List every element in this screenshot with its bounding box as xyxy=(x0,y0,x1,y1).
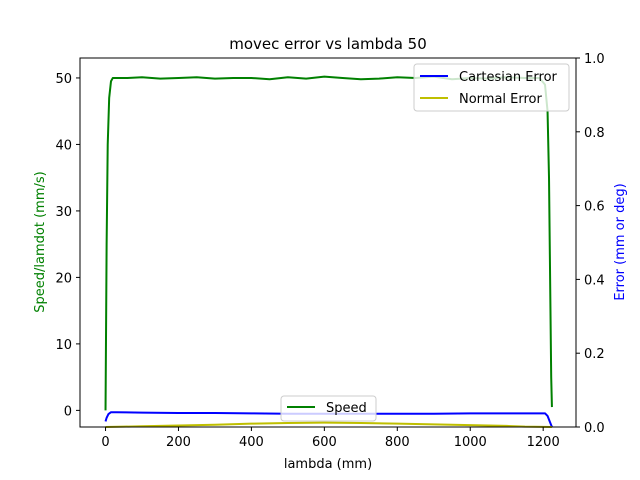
left-y-tick-label: 10 xyxy=(55,338,72,353)
plot-frame xyxy=(79,57,577,428)
x-tick-label: 1000 xyxy=(454,435,487,450)
right-y-tick-label: 0.2 xyxy=(584,347,605,362)
left-y-tick-label: 30 xyxy=(55,205,72,220)
legend-normal-label: Normal Error xyxy=(459,92,543,107)
right-y-tick-label: 1.0 xyxy=(584,52,605,67)
left-y-axis: 0 10 20 30 40 50 xyxy=(55,72,80,419)
speed-series-line xyxy=(104,75,553,411)
legend-cartesian-label: Cartesian Error xyxy=(459,70,558,85)
legend-speed-label: Speed xyxy=(326,401,367,416)
x-axis-label: lambda (mm) xyxy=(284,457,372,472)
right-y-tick-label: 0.6 xyxy=(584,200,605,215)
x-tick-label: 800 xyxy=(385,435,410,450)
right-y-axis: 0.0 0.2 0.4 0.6 0.8 1.0 xyxy=(576,52,605,436)
legend-speed: Speed xyxy=(280,395,377,422)
left-y-axis-label: Speed/lamdot (mm/s) xyxy=(33,171,48,312)
x-tick-label: 0 xyxy=(101,435,109,450)
x-tick-label: 1200 xyxy=(527,435,560,450)
normal-error-series-line xyxy=(105,421,552,428)
legend-speed-box xyxy=(280,395,377,422)
left-y-tick-label: 50 xyxy=(55,72,72,87)
x-tick-label: 200 xyxy=(166,435,191,450)
x-tick-label: 600 xyxy=(312,435,337,450)
legend-error-box xyxy=(413,63,570,112)
legend-error: Cartesian Error Normal Error xyxy=(413,63,570,112)
right-y-tick-label: 0.0 xyxy=(584,421,605,436)
left-y-tick-label: 40 xyxy=(55,138,72,153)
left-y-tick-label: 0 xyxy=(64,404,72,419)
series-layer xyxy=(104,75,553,428)
x-axis: 0 200 400 600 800 1000 1200 xyxy=(101,427,560,450)
chart-title: movec error vs lambda 50 xyxy=(229,35,427,53)
x-tick-label: 400 xyxy=(239,435,264,450)
right-y-tick-label: 0.8 xyxy=(584,126,605,141)
right-y-tick-label: 0.4 xyxy=(584,273,605,288)
left-y-tick-label: 20 xyxy=(55,271,72,286)
right-y-axis-label: Error (mm or deg) xyxy=(613,183,628,300)
